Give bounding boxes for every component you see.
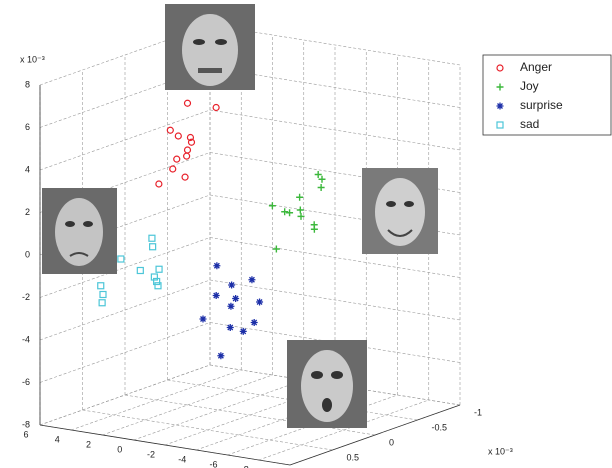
face-sad <box>42 188 117 274</box>
face-surprise <box>287 340 367 428</box>
z-tick-label: 2 <box>25 207 30 217</box>
point <box>185 100 191 106</box>
point <box>281 208 288 215</box>
point <box>99 300 105 306</box>
point <box>200 316 207 323</box>
point <box>137 268 143 274</box>
point <box>98 283 104 289</box>
point <box>213 105 219 111</box>
point <box>319 176 326 183</box>
point <box>248 276 255 283</box>
point <box>251 319 258 326</box>
x-tick-label: 0 <box>117 444 122 454</box>
x-tick-label: -8 <box>241 464 249 468</box>
point <box>273 246 280 253</box>
point <box>150 244 156 250</box>
x-tick-label: 2 <box>86 439 91 449</box>
grid-line <box>103 375 273 435</box>
point <box>175 133 181 139</box>
point <box>185 147 191 153</box>
face-anger <box>165 4 255 90</box>
face-joy <box>362 168 438 254</box>
point <box>184 153 190 159</box>
point <box>213 292 220 299</box>
z-tick-label: -4 <box>22 334 30 344</box>
chart: -8-6-4-2024686420-2-4-6-8-1010.50-0.5-1 <box>0 0 612 468</box>
point <box>167 127 173 133</box>
y-tick-label: -1 <box>474 407 482 417</box>
x-tick-label: 4 <box>55 434 60 444</box>
point <box>228 282 235 289</box>
point <box>100 292 106 298</box>
grid-line <box>134 380 304 440</box>
z-tick-label: 6 <box>25 122 30 132</box>
x-tick-label: -6 <box>209 459 217 468</box>
x-tick-label: 6 <box>23 429 28 439</box>
point <box>227 324 234 331</box>
point <box>170 166 176 172</box>
z-tick-label: -2 <box>22 292 30 302</box>
point <box>149 235 155 241</box>
face-images <box>42 4 438 428</box>
point <box>269 202 276 209</box>
z-tick-label: 4 <box>25 164 30 174</box>
y-tick-label: 0 <box>389 437 394 447</box>
point <box>156 266 162 272</box>
legend-label: Joy <box>520 79 539 93</box>
point <box>240 328 247 335</box>
y-tick-label: 0.5 <box>347 452 360 462</box>
point <box>118 256 124 262</box>
z-tick-label: -6 <box>22 377 30 387</box>
point <box>311 221 318 228</box>
point <box>256 299 263 306</box>
point <box>318 184 325 191</box>
legend-marker <box>497 103 504 110</box>
point <box>182 174 188 180</box>
point <box>213 262 220 269</box>
point <box>296 194 303 201</box>
axis-line <box>40 425 290 465</box>
point <box>297 207 304 214</box>
point <box>315 171 322 178</box>
z-tick-label: 8 <box>25 79 30 89</box>
point <box>227 303 234 310</box>
legend-label: surprise <box>520 98 563 112</box>
point <box>286 209 293 216</box>
point <box>151 274 157 280</box>
z-multiplier: x 10⁻³ <box>20 54 45 64</box>
point <box>174 156 180 162</box>
z-tick-label: -8 <box>22 419 30 429</box>
x-tick-label: -2 <box>147 449 155 459</box>
point <box>156 181 162 187</box>
z-tick-label: 0 <box>25 249 30 259</box>
point <box>232 295 239 302</box>
legend-label: Anger <box>520 60 552 74</box>
point <box>217 352 224 359</box>
legend: Anger Joy surprise sad <box>483 55 611 135</box>
x-tick-label: -4 <box>178 454 186 464</box>
legend-label: sad <box>520 117 539 131</box>
y-tick-label: -0.5 <box>432 422 448 432</box>
x-multiplier: x 10⁻³ <box>488 446 513 456</box>
